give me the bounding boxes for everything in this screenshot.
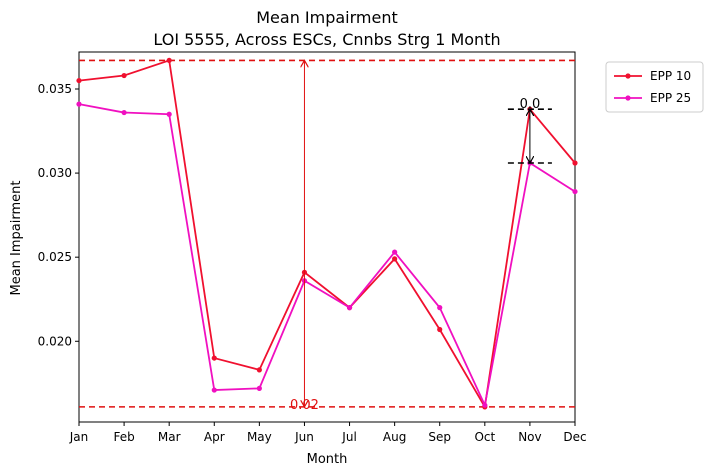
data-point — [211, 355, 217, 361]
legend-marker — [625, 95, 631, 101]
chart-subtitle: LOI 5555, Across ESCs, Cnnbs Strg 1 Mont… — [153, 30, 500, 49]
y-tick-label: 0.025 — [38, 250, 72, 264]
y-tick-label: 0.020 — [38, 334, 72, 348]
x-tick-label: Aug — [383, 430, 406, 444]
legend-label: EPP 25 — [650, 91, 691, 105]
data-point — [572, 160, 578, 166]
data-point — [256, 385, 262, 391]
data-point — [166, 111, 172, 117]
x-tick-label: Mar — [158, 430, 181, 444]
x-tick-label: Dec — [563, 430, 586, 444]
data-point — [256, 367, 262, 373]
data-point — [76, 101, 82, 107]
data-point — [572, 188, 578, 195]
x-tick-label: Apr — [204, 430, 225, 444]
data-point — [392, 249, 398, 255]
data-point — [166, 57, 172, 64]
x-tick-label: May — [247, 430, 272, 444]
annotation-label: 0.0 — [520, 97, 541, 112]
data-point — [76, 77, 82, 84]
data-point — [121, 109, 127, 116]
x-tick-label: Feb — [113, 430, 134, 444]
data-point — [121, 72, 127, 79]
legend-marker — [625, 73, 631, 79]
x-tick-label: Oct — [474, 430, 495, 444]
data-point — [392, 256, 398, 262]
y-tick-label: 0.035 — [38, 82, 72, 96]
data-point — [482, 402, 488, 408]
x-tick-label: Jan — [69, 430, 89, 444]
data-point — [437, 305, 443, 311]
legend-box — [605, 61, 704, 113]
x-tick-label: Sep — [428, 430, 451, 444]
data-point — [211, 387, 217, 393]
x-tick-label: Nov — [518, 430, 541, 444]
x-tick-label: Jul — [341, 430, 356, 444]
legend-label: EPP 10 — [650, 69, 691, 83]
annotation-label: 0.02 — [290, 398, 319, 413]
y-tick-label: 0.030 — [38, 166, 72, 180]
series-line — [78, 59, 576, 410]
chart-title: Mean Impairment — [256, 8, 398, 27]
legend: EPP 10 EPP 25 — [605, 61, 704, 113]
plot-frame — [78, 51, 576, 423]
x-tick-label: Jun — [294, 430, 314, 444]
series-line — [78, 103, 576, 409]
y-axis-label: Mean Impairment — [9, 181, 24, 296]
x-axis-label: Month — [307, 452, 348, 467]
data-point — [346, 305, 353, 311]
data-point — [437, 326, 443, 333]
